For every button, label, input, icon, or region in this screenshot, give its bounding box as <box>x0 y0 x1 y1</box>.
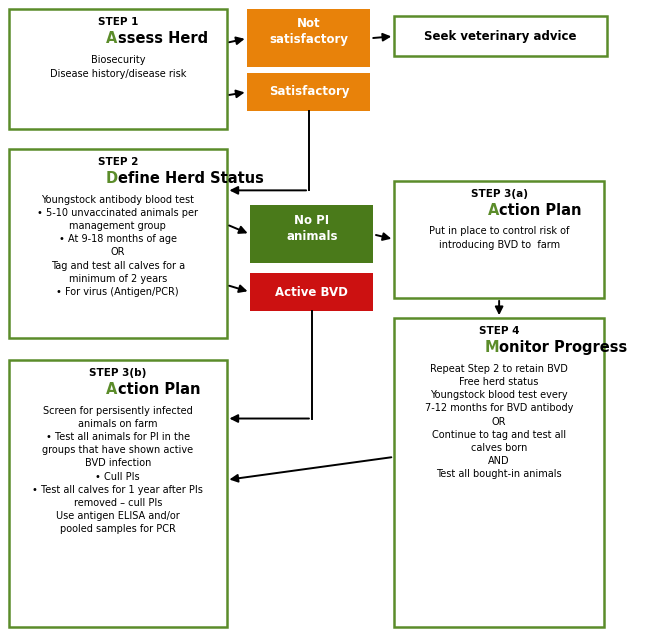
Text: STEP 4: STEP 4 <box>479 326 519 336</box>
Bar <box>394 180 604 298</box>
Text: A: A <box>488 203 499 218</box>
Text: Youngstock antibody blood test
• 5-10 unvaccinated animals per
management group
: Youngstock antibody blood test • 5-10 un… <box>37 194 198 297</box>
Bar <box>9 10 227 129</box>
Text: Satisfactory: Satisfactory <box>268 86 349 98</box>
Text: STEP 3(b): STEP 3(b) <box>89 368 146 378</box>
Text: ction Plan: ction Plan <box>118 382 200 397</box>
Bar <box>248 10 370 67</box>
Bar <box>394 318 604 627</box>
Text: ction Plan: ction Plan <box>499 203 582 218</box>
Text: STEP 3(a): STEP 3(a) <box>471 189 528 199</box>
Text: Screen for persisently infected
animals on farm
• Test all animals for PI in the: Screen for persisently infected animals … <box>32 406 203 535</box>
Text: A: A <box>107 31 118 46</box>
Text: Biosecurity
Disease history/disease risk: Biosecurity Disease history/disease risk <box>49 55 186 79</box>
Bar <box>394 17 607 56</box>
Text: efine Herd Status: efine Herd Status <box>118 171 264 185</box>
Text: No PI
animals: No PI animals <box>286 214 337 243</box>
Text: STEP 2: STEP 2 <box>98 157 138 167</box>
Text: Active BVD: Active BVD <box>276 286 348 298</box>
Text: D: D <box>106 171 118 185</box>
Bar <box>9 149 227 338</box>
Bar <box>250 206 373 264</box>
Text: A: A <box>107 382 118 397</box>
Text: Repeat Step 2 to retain BVD
Free herd status
Youngstock blood test every
7-12 mo: Repeat Step 2 to retain BVD Free herd st… <box>425 364 573 479</box>
Text: Put in place to control risk of
introducing BVD to  farm: Put in place to control risk of introduc… <box>429 227 569 250</box>
Text: M: M <box>484 340 499 355</box>
Text: STEP 1: STEP 1 <box>98 17 138 27</box>
Text: Not
satisfactory: Not satisfactory <box>270 17 348 46</box>
Text: Seek veterinary advice: Seek veterinary advice <box>424 30 577 43</box>
Bar <box>250 273 373 311</box>
Bar <box>9 360 227 627</box>
Text: ssess Herd: ssess Herd <box>118 31 208 46</box>
Bar <box>248 73 370 111</box>
Text: onitor Progress: onitor Progress <box>499 340 627 355</box>
